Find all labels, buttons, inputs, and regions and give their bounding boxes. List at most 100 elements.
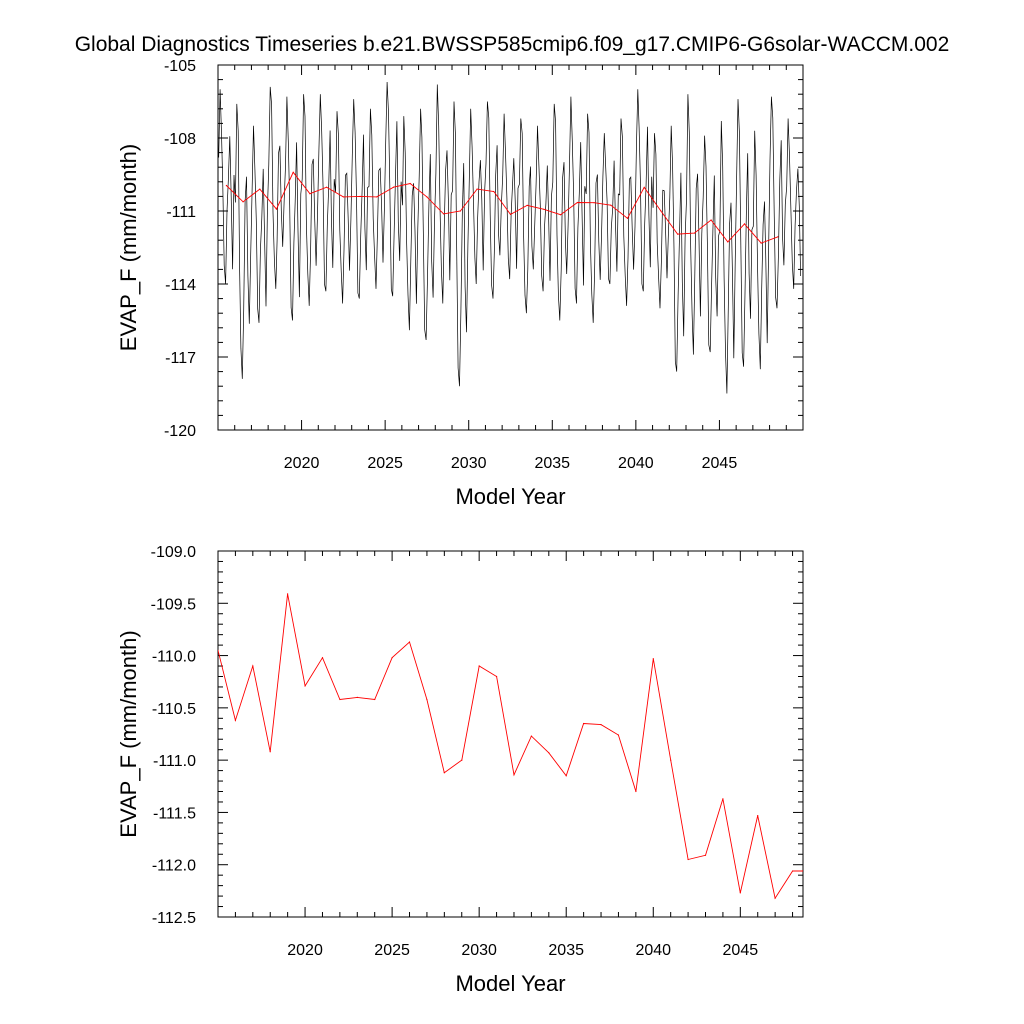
y-axis-label: EVAP_F (mm/month) (116, 630, 141, 837)
x-tick-label: 2035 (548, 942, 584, 959)
bottom-panel: 2020 2025 2030 2035 2040 2045 -112.5 -112.0 -111… (116, 544, 804, 996)
x-tick-label: 2025 (374, 942, 410, 959)
plot-frame (217, 550, 804, 918)
annual-point (687, 858, 689, 861)
annual-point (374, 698, 376, 701)
annual-point (409, 182, 411, 185)
x-tick-label: 2025 (367, 455, 403, 472)
annual-point (426, 698, 428, 701)
x-tick-label: 2040 (618, 455, 654, 472)
annual-point (792, 870, 794, 872)
annual-point (259, 188, 261, 190)
y-tick-label: -117 (165, 350, 196, 367)
annual-point (543, 208, 545, 210)
annual-point (339, 698, 341, 701)
y-tick-label: -120 (164, 423, 196, 440)
annual-point (287, 593, 289, 595)
annual-point (309, 193, 311, 195)
annual-point (326, 186, 328, 188)
annual-point (242, 201, 244, 203)
annual-point (342, 196, 344, 198)
annual-point (617, 734, 620, 736)
plot-area (218, 81, 801, 394)
annual-point (774, 897, 776, 899)
annual-point (476, 188, 478, 190)
annual-point (610, 204, 612, 206)
annual-point (677, 233, 679, 235)
annual-point (513, 774, 515, 776)
annual-point (777, 236, 779, 238)
x-axis-label: Model Year (455, 484, 565, 509)
y-tick-label: -111 (166, 204, 196, 221)
annual-series-line (218, 593, 803, 900)
annual-point (643, 186, 645, 188)
annual-point (408, 641, 411, 643)
y-tick-label: -108 (164, 131, 196, 148)
annual-point (493, 190, 495, 193)
annual-point (530, 735, 533, 737)
x-tick-label: 2035 (534, 455, 570, 472)
plot-area (218, 593, 803, 900)
annual-point (757, 815, 759, 817)
y-tick-label: -110.5 (152, 701, 196, 718)
annual-point (218, 649, 219, 651)
y-tick-label: -110.0 (152, 649, 196, 666)
x-axis-label: Model Year (455, 971, 565, 996)
annual-point (626, 217, 629, 219)
annual-point (743, 223, 746, 225)
annual-point (704, 854, 707, 856)
annual-point (583, 722, 585, 725)
x-tick-label: 2030 (461, 942, 497, 959)
figure-title: Global Diagnostics Timeseries b.e21.BWSS… (75, 33, 950, 56)
annual-point (670, 759, 672, 761)
annual-point (496, 675, 498, 678)
x-tick-label: 2040 (635, 942, 671, 959)
annual-point (304, 685, 306, 687)
annual-point (548, 752, 550, 754)
annual-point (710, 219, 712, 221)
y-tick-label: -109.5 (151, 596, 196, 613)
annual-point (275, 208, 278, 210)
annual-point (356, 696, 358, 699)
x-tick-label: 2045 (723, 942, 759, 959)
annual-point (359, 195, 361, 197)
annual-point (426, 196, 428, 198)
annual-point (565, 775, 567, 777)
x-tick-label: 2045 (702, 455, 738, 472)
annual-point (321, 657, 324, 659)
x-tick-label: 2020 (287, 942, 323, 959)
annual-point (739, 892, 741, 894)
annual-point (576, 201, 579, 204)
annual-point (727, 241, 729, 243)
x-tick-label: 2020 (284, 455, 320, 472)
top-panel: 2020 2025 2030 2035 2040 2045 -120 -117 -114 -111… (116, 58, 804, 509)
annual-point (652, 658, 654, 660)
annual-series-line (226, 171, 779, 244)
annual-point (600, 724, 602, 726)
annual-point (461, 759, 463, 761)
annual-point (593, 202, 595, 204)
annual-point (722, 798, 724, 800)
y-tick-label: -111.5 (153, 805, 196, 822)
annual-point (478, 665, 480, 667)
annual-point (392, 186, 395, 188)
annual-point (459, 210, 461, 212)
annual-point (234, 719, 236, 722)
annual-point (526, 204, 528, 206)
y-axis-label: EVAP_F (mm/month) (116, 144, 141, 351)
annual-point (660, 210, 662, 212)
annual-point (252, 665, 254, 667)
annual-point (269, 751, 271, 753)
annual-point (391, 657, 393, 659)
annual-point (760, 242, 762, 244)
annual-point (560, 214, 562, 216)
annual-point (225, 184, 227, 187)
y-tick-label: -109.0 (151, 544, 196, 561)
y-tick-label: -114 (165, 277, 196, 294)
y-tick-label: -111.0 (153, 753, 196, 770)
y-tick-label: -112.5 (152, 910, 196, 927)
annual-point (443, 772, 445, 774)
y-tick-label: -112.0 (152, 858, 196, 875)
monthly-series-line (218, 81, 801, 394)
